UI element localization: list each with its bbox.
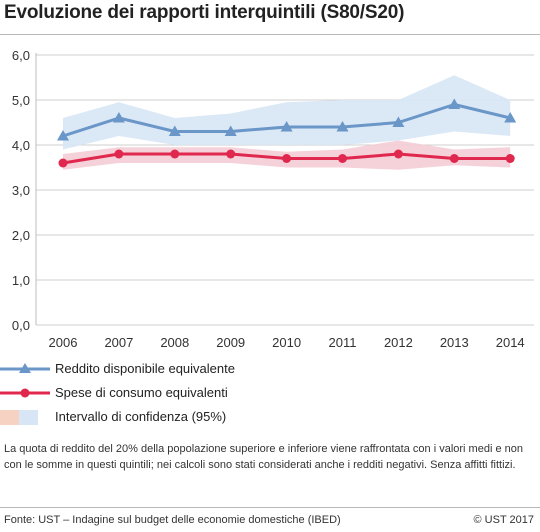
x-tick-label: 2012 <box>384 335 413 350</box>
data-point-income <box>57 130 69 141</box>
y-tick-label: 0,0 <box>12 318 30 333</box>
y-tick-label: 6,0 <box>12 48 30 63</box>
x-tick-label: 2007 <box>104 335 133 350</box>
legend-label-confidence: Intervallo di confidenza (95%) <box>55 409 227 424</box>
title-divider <box>0 34 540 35</box>
data-point-income <box>168 125 181 136</box>
legend-circle-line-icon <box>0 388 50 398</box>
legend-item-income: Reddito disponibile equivalente <box>0 358 400 380</box>
x-tick-label: 2013 <box>440 335 469 350</box>
legend-confidence-bands-icon <box>0 410 38 425</box>
data-point-consumption <box>226 149 236 159</box>
data-point-income <box>504 112 517 123</box>
x-tick-label: 2006 <box>49 335 78 350</box>
data-point-income <box>280 121 293 132</box>
footer-divider <box>0 507 540 508</box>
legend-item-confidence: Intervallo di confidenza (95%) <box>0 406 400 428</box>
x-tick-label: 2014 <box>496 335 525 350</box>
data-point-consumption <box>114 149 124 159</box>
data-point-income <box>336 121 349 132</box>
data-point-consumption <box>449 154 459 163</box>
data-point-consumption <box>505 154 515 163</box>
footnote: La quota di reddito del 20% della popola… <box>4 443 523 471</box>
grid-layer <box>35 53 534 326</box>
y-tick-label: 5,0 <box>12 93 30 108</box>
axis-labels: 0,0 1,0 2,0 3,0 4,0 5,0 6,0 2006 2007 2008 2009 201… <box>12 48 525 350</box>
y-tick-label: 1,0 <box>12 273 30 288</box>
chart-area: 0,0 1,0 2,0 3,0 4,0 5,0 6,0 2006 2007 2008 2009 201… <box>12 48 534 350</box>
x-tick-label: 2011 <box>329 335 357 350</box>
legend-label-consumption: Spese di consumo equivalenti <box>55 385 228 400</box>
y-tick-label: 3,0 <box>12 183 30 198</box>
data-point-consumption <box>170 149 180 159</box>
x-tick-label: 2009 <box>216 335 245 350</box>
y-tick-label: 4,0 <box>12 138 30 153</box>
data-point-consumption <box>338 154 347 163</box>
chart-title: Evoluzione dei rapporti interquintili (S… <box>4 2 405 23</box>
data-point-income <box>112 112 125 123</box>
legend-item-consumption: Spese di consumo equivalenti <box>0 382 400 404</box>
x-tick-label: 2010 <box>272 335 301 350</box>
legend-triangle-line-icon <box>0 363 50 373</box>
data-point-income <box>224 125 237 136</box>
data-point-consumption <box>393 149 403 159</box>
series-lines <box>57 98 517 168</box>
confidence-band-income <box>63 75 511 150</box>
legend-label-income: Reddito disponibile equivalente <box>55 361 235 376</box>
data-point-consumption <box>58 158 68 168</box>
data-point-consumption <box>282 154 292 163</box>
x-tick-label: 2008 <box>160 335 189 350</box>
data-point-income <box>392 116 405 127</box>
source-text: Fonte: UST – Indagine sul budget delle e… <box>4 514 341 526</box>
copyright-text: © UST 2017 <box>473 514 535 526</box>
data-point-income <box>448 98 461 109</box>
y-tick-label: 2,0 <box>12 228 30 243</box>
